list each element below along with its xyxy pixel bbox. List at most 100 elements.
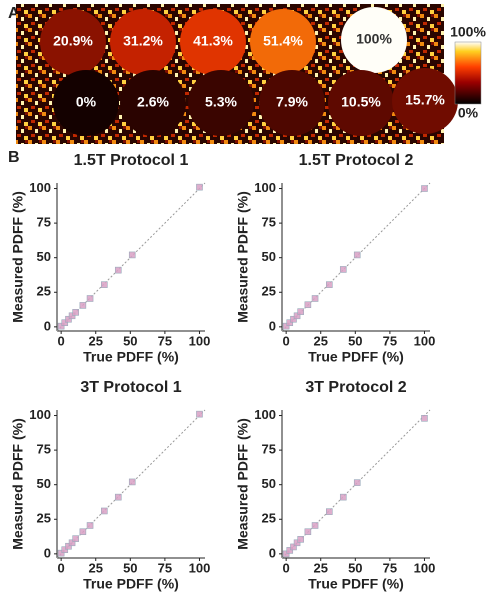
point: [353, 479, 361, 486]
x-tick-label: 100: [189, 333, 211, 348]
point: [79, 302, 87, 309]
vial-label: 100%: [356, 31, 392, 47]
point: [286, 547, 294, 554]
y-tick-label: 0: [44, 318, 51, 333]
colorbar-max: 100%: [450, 24, 486, 40]
x-tick-label: 25: [313, 333, 327, 348]
y-tick-label: 75: [37, 215, 51, 230]
panel-label: B: [8, 149, 20, 166]
vial: [328, 70, 394, 136]
point: [86, 522, 94, 529]
point: [79, 528, 87, 536]
y-tick-label: 100: [254, 407, 276, 422]
x-tick-label: 0: [58, 560, 65, 575]
x-tick-label: 50: [348, 560, 362, 575]
point: [57, 549, 65, 557]
y-tick-label: 0: [44, 545, 51, 560]
point: [293, 312, 301, 320]
x-axis-label: True PDFF (%): [308, 349, 404, 365]
x-tick-label: 25: [313, 560, 327, 575]
point: [68, 312, 76, 320]
point: [421, 185, 428, 192]
point: [57, 322, 65, 330]
point: [101, 507, 108, 515]
x-axis-label: True PDFF (%): [83, 349, 179, 365]
vial-label: 31.2%: [123, 33, 163, 49]
point: [86, 295, 94, 302]
vial: [53, 70, 119, 136]
point: [65, 315, 72, 323]
colorbar: [454, 41, 482, 105]
x-tick-label: 0: [58, 333, 65, 348]
point: [61, 319, 69, 327]
vials: 20.9% 31.2% 41.3% 51.4% 100% 0% 2.6% 5.3% 7.9% 10…: [40, 7, 458, 136]
y-tick-label: 75: [37, 442, 51, 457]
vial: [110, 9, 176, 75]
point: [61, 546, 69, 554]
x-axis-label: True PDFF (%): [308, 576, 404, 592]
x-tick-label: 0: [283, 333, 290, 348]
point: [304, 528, 312, 536]
vial-label: 5.3%: [205, 94, 237, 110]
vial-label: 20.9%: [53, 33, 93, 49]
y-tick-label: 25: [37, 284, 51, 299]
point: [128, 478, 136, 486]
x-tick-label: 25: [88, 333, 102, 348]
vial-label: 7.9%: [276, 94, 308, 110]
vial: [40, 9, 106, 75]
vial-label: 51.4%: [263, 33, 303, 49]
vial: [259, 70, 325, 136]
y-tick-label: 100: [254, 180, 276, 195]
vial: [392, 68, 458, 134]
point: [72, 535, 79, 542]
point: [68, 539, 76, 547]
point: [114, 266, 122, 274]
x-tick-label: 100: [414, 560, 436, 575]
x-tick-label: 25: [88, 560, 102, 575]
point: [128, 251, 136, 259]
point: [339, 493, 347, 501]
point: [282, 322, 290, 330]
y-tick-label: 0: [269, 318, 276, 333]
point: [101, 281, 108, 288]
chart-title: 1.5T Protocol 1: [74, 152, 189, 169]
point: [421, 414, 428, 422]
colorbar-min: 0%: [458, 105, 479, 121]
y-axis-label: Measured PDFF (%): [10, 418, 26, 549]
y-tick-label: 50: [262, 249, 276, 264]
point: [293, 539, 301, 547]
point: [282, 550, 290, 558]
point: [311, 295, 319, 302]
y-tick-label: 75: [262, 215, 276, 230]
x-tick-label: 50: [123, 560, 137, 575]
vial: [250, 9, 316, 75]
vial: [180, 9, 246, 75]
y-tick-label: 50: [262, 476, 276, 491]
point: [326, 281, 333, 288]
y-axis-label: Measured PDFF (%): [235, 418, 251, 549]
vial-label: 41.3%: [193, 33, 233, 49]
point: [311, 522, 319, 529]
point: [196, 183, 203, 191]
x-tick-label: 75: [383, 560, 397, 575]
y-tick-label: 100: [29, 180, 51, 195]
y-tick-label: 25: [262, 284, 276, 299]
y-tick-label: 50: [37, 476, 51, 491]
point: [286, 319, 294, 327]
y-tick-label: 50: [37, 249, 51, 264]
x-axis-label: True PDFF (%): [83, 576, 179, 592]
point: [290, 315, 297, 323]
x-tick-label: 75: [158, 333, 172, 348]
y-axis-label: Measured PDFF (%): [10, 191, 26, 322]
x-tick-label: 100: [189, 560, 211, 575]
vial-label: 15.7%: [405, 92, 445, 108]
vial-label: 10.5%: [341, 94, 381, 110]
y-tick-label: 0: [269, 545, 276, 560]
point: [304, 301, 312, 309]
y-tick-label: 25: [37, 511, 51, 526]
vial-label: 2.6%: [137, 94, 169, 110]
vial: [120, 70, 186, 136]
x-tick-label: 0: [283, 560, 290, 575]
point: [72, 309, 79, 316]
